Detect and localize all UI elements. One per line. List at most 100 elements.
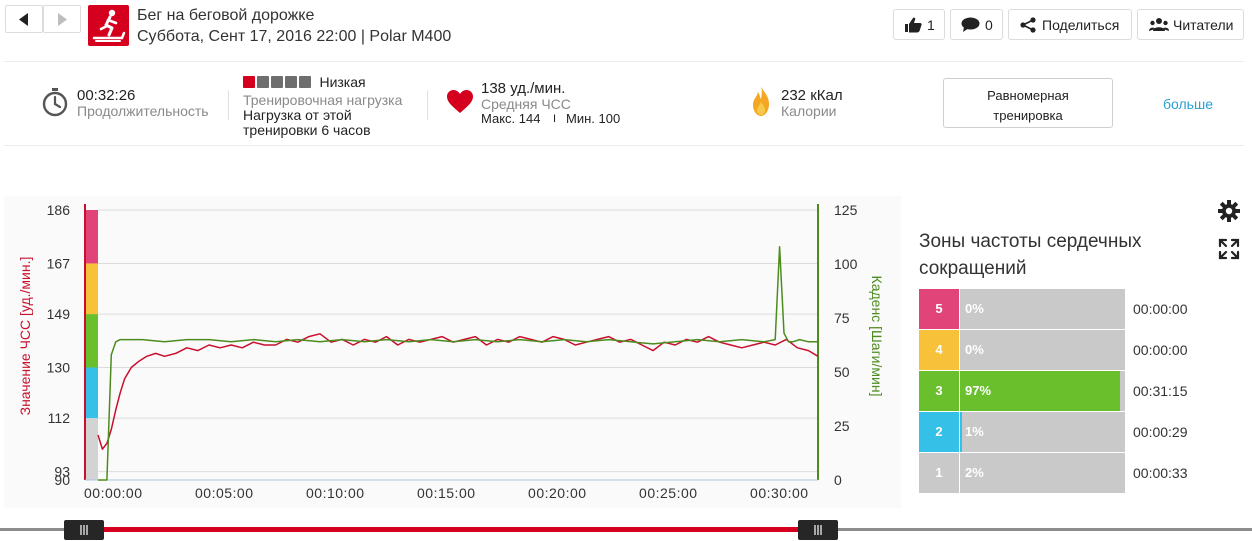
zone-number: 1 (919, 453, 959, 493)
like-button[interactable]: 1 (893, 9, 945, 40)
x-tick-label: 00:30:00 (750, 485, 809, 501)
forward-button[interactable] (43, 5, 81, 33)
comment-icon (961, 17, 980, 32)
left-tick-label: 130 (47, 360, 71, 376)
gear-icon (1218, 200, 1240, 222)
chart-panel: 90 93 112 130 149 167 186 0 25 50 75 100 125 00:00:00… (4, 196, 901, 508)
left-tick-label: 186 (47, 202, 71, 218)
avg-hr-value: 138 уд./мин. (481, 80, 566, 97)
training-type-button[interactable]: Равномерная тренировка (943, 78, 1113, 128)
chart-grid (98, 206, 818, 480)
readers-button[interactable]: Читатели (1137, 9, 1244, 40)
zone-time: 00:00:00 (1133, 342, 1188, 358)
right-tick-label: 125 (834, 202, 858, 218)
hr-zone-segment (85, 367, 98, 419)
share-label: Поделиться (1042, 17, 1120, 33)
settings-button[interactable] (1214, 197, 1244, 225)
stopwatch-icon (42, 88, 68, 117)
hr-zone-row: 4 0% 00:00:00 (919, 330, 1239, 370)
load-square (271, 75, 283, 88)
x-tick-label: 00:15:00 (417, 485, 476, 501)
hr-zone-row: 5 0% 00:00:00 (919, 289, 1239, 329)
summary-bar: 00:32:26 Продолжительность Низкая Тренир… (4, 61, 1244, 146)
zone-number: 2 (919, 412, 959, 452)
zone-percent: 0% (965, 342, 984, 357)
right-tick-label: 50 (834, 364, 850, 380)
zone-time: 00:00:33 (1133, 465, 1188, 481)
hr-zone-segment (85, 210, 98, 264)
zone-percent: 0% (965, 301, 984, 316)
left-tick-label: 149 (47, 306, 71, 322)
grip-icon (814, 525, 822, 535)
like-count: 1 (927, 17, 935, 33)
hr-zone-segment (85, 263, 98, 315)
timeline-selection (84, 527, 818, 532)
load-description-line2: тренировки 6 часов (243, 122, 371, 138)
arrow-right-icon (58, 13, 67, 26)
right-tick-label: 75 (834, 310, 850, 326)
share-button[interactable]: Поделиться (1008, 9, 1132, 40)
hr-min: Мин. 100 (566, 111, 621, 126)
training-type-line1: Равномерная (987, 87, 1069, 103)
calories-label: Калории (781, 103, 837, 119)
duration-value: 00:32:26 (77, 87, 136, 104)
right-tick-label: 100 (834, 256, 858, 272)
left-tick-label: 112 (48, 410, 71, 426)
heart-icon (447, 90, 473, 113)
back-button[interactable] (5, 5, 43, 33)
comment-button[interactable]: 0 (950, 9, 1003, 40)
zone-number: 4 (919, 330, 959, 370)
timeline-slider[interactable] (0, 519, 1252, 541)
x-tick-label: 00:20:00 (528, 485, 587, 501)
timeline-handle-end[interactable] (798, 520, 838, 540)
left-tick-label: 90 (54, 472, 70, 488)
load-square (299, 75, 311, 88)
share-icon (1020, 17, 1036, 33)
zone-bar (960, 289, 1125, 329)
zone-percent: 1% (965, 424, 984, 439)
load-squares (243, 73, 313, 90)
flame-icon (753, 86, 769, 116)
activity-subtitle: Суббота, Сент 17, 2016 22:00 | Polar M40… (137, 28, 452, 45)
divider (228, 90, 229, 120)
zone-bar (960, 453, 1125, 493)
load-indicator: Низкая (243, 73, 366, 91)
zone-percent: 2% (965, 465, 984, 480)
hr-zone-row: 1 2% 00:00:33 (919, 453, 1239, 493)
zone-time: 00:31:15 (1133, 383, 1188, 399)
zone-bar-fill (960, 453, 964, 493)
hr-zone-row: 3 97% 00:31:15 (919, 371, 1239, 411)
more-link[interactable]: больше (1163, 96, 1213, 112)
right-tick-label: 0 (834, 472, 842, 488)
load-level: Низкая (319, 73, 366, 90)
calories-value: 232 кКал (781, 87, 843, 104)
users-icon (1149, 18, 1169, 31)
zone-bar (960, 412, 1125, 452)
hr-zone-band (85, 210, 98, 480)
chart-series (97, 245, 819, 481)
right-tick-label: 25 (834, 418, 850, 434)
hr-zone-segment (85, 314, 98, 368)
load-label: Тренировочная нагрузка (243, 92, 403, 108)
thumbs-up-icon (905, 17, 922, 33)
left-axis-title: Значение ЧСС [уд./мин.] (17, 257, 33, 416)
duration-label: Продолжительность (77, 103, 209, 119)
load-square (243, 75, 255, 88)
expand-icon (1218, 238, 1240, 260)
training-type-line2: тренировка (993, 107, 1063, 123)
zone-bar (960, 371, 1125, 411)
zone-time: 00:00:00 (1133, 301, 1188, 317)
fullscreen-button[interactable] (1214, 235, 1244, 263)
hr-zone-segment (85, 418, 98, 480)
zone-time: 00:00:29 (1133, 424, 1188, 440)
load-description-line1: Нагрузка от этой (243, 107, 352, 123)
zone-bar-fill (960, 371, 1121, 411)
x-tick-label: 00:25:00 (639, 485, 698, 501)
plot-background (98, 206, 818, 480)
zone-percent: 97% (965, 383, 992, 398)
timeline-handle-start[interactable] (64, 520, 104, 540)
readers-label: Читатели (1173, 17, 1234, 33)
zone-bar-fill (960, 412, 962, 452)
activity-title: Бег на беговой дорожке (137, 7, 315, 24)
